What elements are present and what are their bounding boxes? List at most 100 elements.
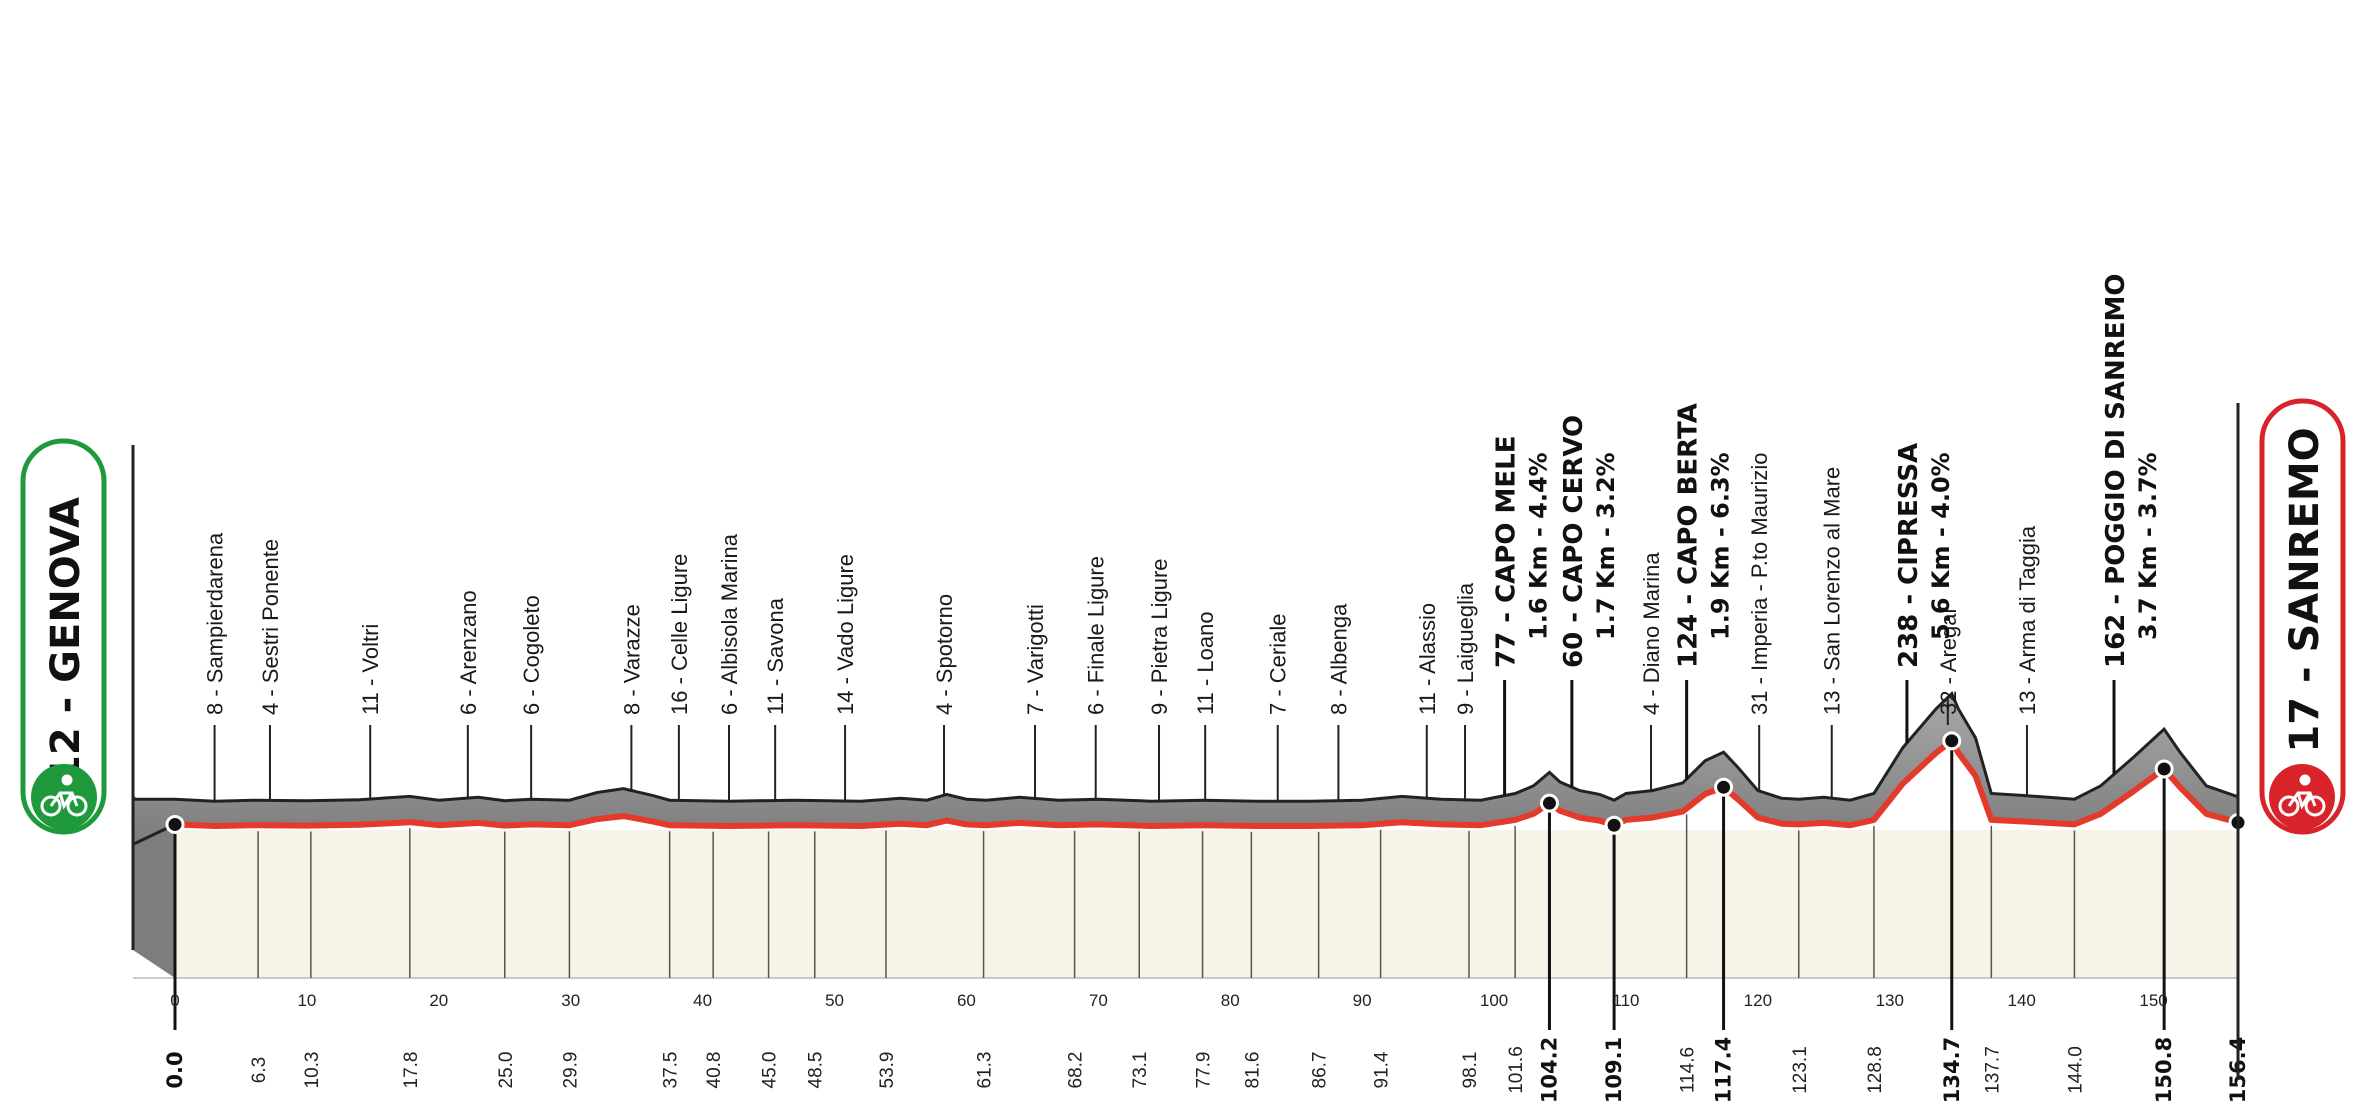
km-point-label: 117.4 bbox=[1712, 1037, 1736, 1103]
place-label: 13 - Arma di Taggia bbox=[2015, 525, 2040, 715]
km-scale-tick: 130 bbox=[1876, 991, 1904, 1010]
km-point-label: 10.3 bbox=[302, 1052, 323, 1089]
km-scale-tick: 40 bbox=[693, 991, 712, 1010]
km-scale-tick: 90 bbox=[1353, 991, 1372, 1010]
km-point-label: 17.8 bbox=[401, 1052, 422, 1089]
km-point-label: 53.9 bbox=[877, 1052, 898, 1089]
place-label: 4 - Sestri Ponente bbox=[258, 539, 283, 715]
road-profile-line bbox=[174, 737, 2239, 829]
km-point-label: 109.1 bbox=[1602, 1037, 1626, 1103]
place-label: 32 - Aregai bbox=[1936, 609, 1961, 715]
km-scale-tick: 70 bbox=[1089, 991, 1108, 1010]
km-marker-dot bbox=[2154, 759, 2174, 779]
climb-name-label: 124 - CAPO BERTA bbox=[1674, 403, 1704, 668]
km-point-label: 68.2 bbox=[1066, 1052, 1087, 1089]
place-label: 6 - Albisola Marina bbox=[717, 533, 742, 715]
km-point-label: 81.6 bbox=[1242, 1052, 1263, 1089]
place-label: 7 - Varigotti bbox=[1023, 604, 1048, 715]
climb-name-label: 60 - CAPO CERVO bbox=[1559, 415, 1589, 668]
km-point-label: 144.0 bbox=[2065, 1046, 2086, 1094]
place-label: 14 - Vado Ligure bbox=[833, 554, 858, 715]
place-label: 6 - Arenzano bbox=[456, 590, 481, 715]
finish-city-label: 17 - SANREMO bbox=[2282, 427, 2328, 752]
km-scale-tick: 50 bbox=[825, 991, 844, 1010]
cyclist-start-icon bbox=[40, 774, 88, 817]
climb-detail-label: 1.6 Km - 4.4% bbox=[1525, 452, 1553, 640]
km-point-label: 45.0 bbox=[760, 1052, 781, 1089]
km-scale-tick: 120 bbox=[1744, 991, 1772, 1010]
start-badge: 12 - GENOVA bbox=[20, 438, 107, 835]
km-point-label: 128.8 bbox=[1865, 1046, 1886, 1094]
km-point-label: 48.5 bbox=[806, 1052, 827, 1089]
place-label: 8 - Albenga bbox=[1326, 603, 1351, 715]
km-marker-dot bbox=[1714, 777, 1734, 797]
place-label: 11 - Savona bbox=[763, 597, 788, 715]
km-scale-tick: 110 bbox=[1612, 991, 1639, 1010]
place-label: 8 - Varazze bbox=[619, 604, 644, 715]
climb-name-label: 238 - CIPRESSA bbox=[1894, 443, 1924, 668]
km-point-label: 29.9 bbox=[560, 1052, 581, 1089]
km-scale-tick: 100 bbox=[1480, 991, 1508, 1010]
km-point-label: 101.6 bbox=[1506, 1046, 1527, 1094]
km-point-label: 86.7 bbox=[1310, 1052, 1331, 1089]
place-label: 9 - Laigueglia bbox=[1453, 582, 1478, 715]
km-scale-tick: 10 bbox=[297, 991, 316, 1010]
place-label: 7 - Ceriale bbox=[1266, 614, 1291, 715]
profile-field bbox=[175, 830, 2238, 978]
km-scale-tick: 0 bbox=[170, 991, 179, 1010]
km-point-label: 123.1 bbox=[1790, 1046, 1811, 1094]
km-point-label: 137.7 bbox=[1982, 1046, 2003, 1094]
climb-name-label: 162 - POGGIO DI SANREMO bbox=[2101, 273, 2131, 668]
km-point-label: 6.3 bbox=[249, 1057, 270, 1083]
place-labels: 8 - Sampierdarena 4 - Sestri Ponente 11 - … bbox=[203, 453, 2040, 802]
place-label: 6 - Cogoleto bbox=[519, 595, 544, 715]
climb-detail-label: 3.7 Km - 3.7% bbox=[2134, 452, 2162, 640]
climb-detail-label: 1.9 Km - 6.3% bbox=[1707, 452, 1735, 640]
km-scale-tick: 80 bbox=[1221, 991, 1240, 1010]
place-label: 4 - Diano Marina bbox=[1639, 552, 1664, 715]
climb-labels: 77 - CAPO MELE 1.6 Km - 4.4% 60 - CAPO CER… bbox=[1492, 273, 2162, 796]
cyclist-finish-icon bbox=[2278, 774, 2326, 817]
km-scale-tick: 20 bbox=[429, 991, 448, 1010]
km-point-label: 134.7 bbox=[1940, 1037, 1964, 1103]
km-point-label: 37.5 bbox=[661, 1052, 682, 1089]
km-point-label: 61.3 bbox=[975, 1052, 996, 1089]
climb-detail-label: 5.6 Km - 4.0% bbox=[1927, 452, 1955, 640]
place-label: 9 - Pietra Ligure bbox=[1147, 558, 1172, 715]
place-label: 8 - Sampierdarena bbox=[203, 532, 228, 715]
km-marker-dot bbox=[1539, 793, 1559, 813]
place-label: 11 - Voltri bbox=[358, 624, 383, 715]
km-point-labels: 0.0 6.3 10.3 17.8 25.0 29.9 37.5 40.8 45.0 48.5 53… bbox=[163, 1037, 2250, 1103]
km-guides bbox=[165, 731, 2248, 1030]
place-label: 6 - Finale Ligure bbox=[1084, 556, 1109, 715]
km-point-label: 150.8 bbox=[2152, 1037, 2176, 1103]
km-marker-dot bbox=[165, 814, 185, 834]
km-point-label: 40.8 bbox=[704, 1052, 725, 1089]
km-point-label: 98.1 bbox=[1460, 1052, 1481, 1089]
climb-name-label: 77 - CAPO MELE bbox=[1492, 436, 1522, 668]
start-city-label: 12 - GENOVA bbox=[43, 497, 89, 783]
finish-badge: 17 - SANREMO bbox=[2259, 398, 2346, 835]
place-label: 31 - Imperia - P.to Maurizio bbox=[1747, 453, 1772, 715]
km-marker-dot bbox=[1942, 731, 1962, 751]
km-point-label: 91.4 bbox=[1372, 1051, 1393, 1088]
km-point-label: 104.2 bbox=[1537, 1037, 1561, 1103]
km-scale-tick: 150 bbox=[2139, 991, 2167, 1010]
km-marker-dot bbox=[1604, 815, 1624, 835]
km-point-label: 73.1 bbox=[1130, 1052, 1151, 1089]
place-label: 11 - Loano bbox=[1193, 611, 1218, 715]
km-point-label: 25.0 bbox=[496, 1052, 517, 1089]
km-scale-tick: 60 bbox=[957, 991, 976, 1010]
place-label: 4 - Spotorno bbox=[932, 594, 957, 715]
place-label: 16 - Celle Ligure bbox=[667, 554, 692, 715]
km-scale-tick: 140 bbox=[2007, 991, 2035, 1010]
place-label: 13 - San Lorenzo al Mare bbox=[1820, 467, 1845, 715]
km-point-label: 0.0 bbox=[163, 1051, 187, 1088]
km-point-label: 77.9 bbox=[1194, 1052, 1215, 1089]
place-label: 11 - Alassio bbox=[1415, 603, 1440, 715]
km-point-label: 114.6 bbox=[1678, 1047, 1699, 1093]
km-scale-tick: 30 bbox=[561, 991, 580, 1010]
km-scale: 0 10 20 30 40 50 60 70 80 90 100 110 120 130 140 150 bbox=[170, 991, 2168, 1010]
climb-detail-label: 1.7 Km - 3.2% bbox=[1592, 452, 1620, 640]
